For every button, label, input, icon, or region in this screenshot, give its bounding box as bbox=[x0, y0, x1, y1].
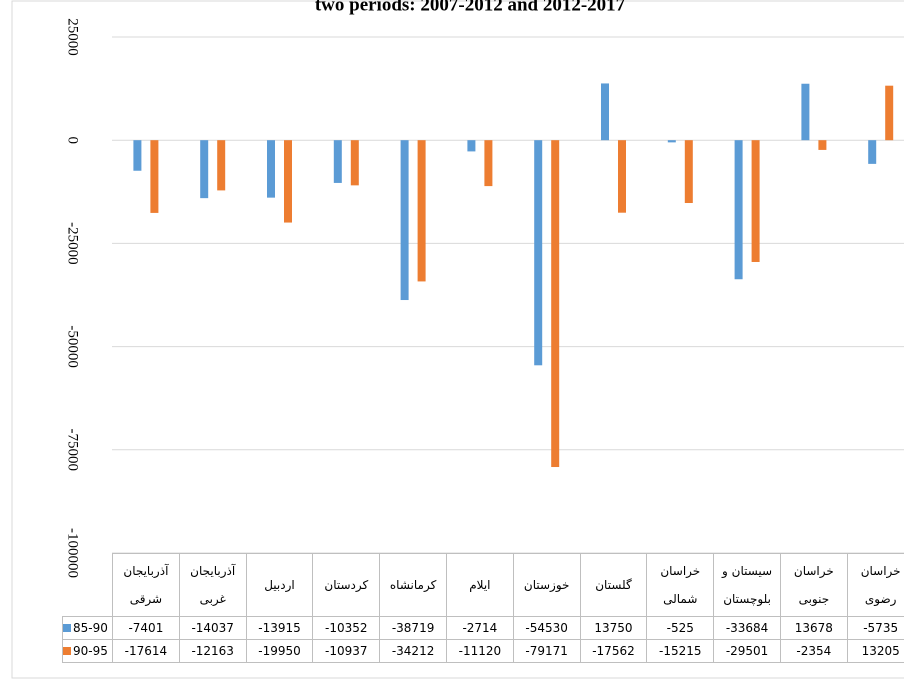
x-tick-label: خراسان جنوبی bbox=[780, 554, 847, 617]
table-value: -17562 bbox=[580, 640, 647, 663]
table-value: -10352 bbox=[313, 617, 380, 640]
bar bbox=[735, 140, 743, 279]
bar bbox=[401, 140, 409, 300]
x-tick-label: خراسان شمالی bbox=[647, 554, 714, 617]
table-value: -12163 bbox=[179, 640, 246, 663]
bar bbox=[551, 140, 559, 467]
table-value: -15215 bbox=[647, 640, 714, 663]
y-tick-label: -25000 bbox=[65, 222, 81, 265]
corner-cell bbox=[63, 554, 113, 617]
table-value: -19950 bbox=[246, 640, 313, 663]
bar bbox=[752, 140, 760, 262]
table-value: -2354 bbox=[780, 640, 847, 663]
bar bbox=[418, 140, 426, 281]
x-tick-label: سیستان و بلوچستان bbox=[714, 554, 781, 617]
table-row: 85-90-7401-14037-13915-10352-38719-2714-… bbox=[63, 617, 904, 640]
bar bbox=[601, 83, 609, 140]
table-value: 13205 bbox=[847, 640, 904, 663]
bar bbox=[200, 140, 208, 198]
table-value: -34212 bbox=[380, 640, 447, 663]
bar bbox=[885, 86, 893, 141]
table-value: -525 bbox=[647, 617, 714, 640]
legend-label: 90-95 bbox=[73, 644, 108, 658]
x-tick-label: کردستان bbox=[313, 554, 380, 617]
bar bbox=[133, 140, 141, 171]
bar bbox=[334, 140, 342, 183]
table-value: -29501 bbox=[714, 640, 781, 663]
table-value: -2714 bbox=[446, 617, 513, 640]
bar bbox=[484, 140, 492, 186]
x-tick-label: خراسان رضوی bbox=[847, 554, 904, 617]
y-tick-label: -75000 bbox=[65, 429, 81, 472]
table-value: -38719 bbox=[380, 617, 447, 640]
table-value: -79171 bbox=[513, 640, 580, 663]
bar bbox=[618, 140, 626, 212]
page: two periods: 2007-2012 and 2012-2017 250… bbox=[0, 0, 904, 679]
x-tick-label: اردبیل bbox=[246, 554, 313, 617]
legend-key bbox=[63, 624, 71, 632]
table-value: 13750 bbox=[580, 617, 647, 640]
x-tick-label: آذربایجان غربی bbox=[179, 554, 246, 617]
table-value: -10937 bbox=[313, 640, 380, 663]
bar bbox=[801, 84, 809, 140]
table-value: 13678 bbox=[780, 617, 847, 640]
bar bbox=[150, 140, 158, 213]
bar bbox=[351, 140, 359, 185]
y-tick-label: -50000 bbox=[65, 325, 81, 368]
bar bbox=[668, 140, 676, 142]
table-value: -5735 bbox=[847, 617, 904, 640]
table-value: -33684 bbox=[714, 617, 781, 640]
bar bbox=[267, 140, 275, 197]
y-tick-label: 0 bbox=[65, 136, 81, 144]
x-tick-label: گلستان bbox=[580, 554, 647, 617]
legend-label: 85-90 bbox=[73, 621, 108, 635]
table-value: -14037 bbox=[179, 617, 246, 640]
bar bbox=[818, 140, 826, 150]
table-value: -7401 bbox=[113, 617, 180, 640]
table-value: -13915 bbox=[246, 617, 313, 640]
y-tick-label: 25000 bbox=[65, 18, 81, 56]
table-value: -11120 bbox=[446, 640, 513, 663]
legend-cell: 85-90 bbox=[63, 617, 113, 640]
bar bbox=[217, 140, 225, 190]
chart-title: two periods: 2007-2012 and 2012-2017 bbox=[315, 0, 626, 15]
bar bbox=[534, 140, 542, 365]
table-value: -54530 bbox=[513, 617, 580, 640]
x-tick-label: خوزستان bbox=[513, 554, 580, 617]
bar bbox=[284, 140, 292, 222]
table-row: 90-95 -17614-12163-19950-10937-34212-1112… bbox=[63, 640, 904, 663]
bar bbox=[467, 140, 475, 151]
x-tick-label: کرمانشاه bbox=[380, 554, 447, 617]
table-value: -17614 bbox=[113, 640, 180, 663]
legend-key bbox=[63, 647, 71, 655]
x-tick-label: ایلام bbox=[446, 554, 513, 617]
bar bbox=[685, 140, 693, 203]
x-tick-label: آذربایجان شرقی bbox=[113, 554, 180, 617]
bar bbox=[868, 140, 876, 164]
legend-cell: 90-95 bbox=[63, 640, 113, 663]
